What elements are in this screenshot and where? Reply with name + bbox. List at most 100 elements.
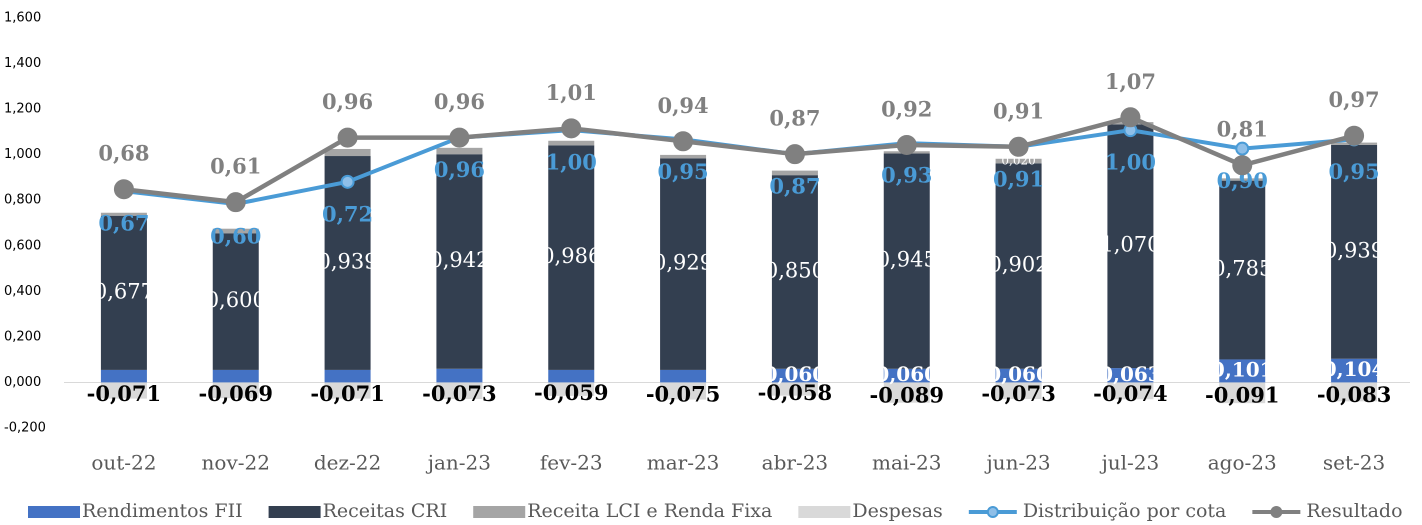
legend-swatch [473, 506, 526, 518]
bar-segment [660, 158, 707, 370]
data-label: 0,87 [769, 174, 820, 199]
data-label: 0,104 [1323, 357, 1386, 381]
data-label: 0,986 [541, 244, 601, 268]
legend-label: Resultado [1306, 500, 1402, 522]
x-tick-label: mar-23 [647, 451, 720, 475]
bar-segment [660, 369, 707, 383]
bar-segment [1331, 382, 1378, 402]
data-label: 0,97 [1329, 87, 1380, 112]
x-tick-label: jul-23 [1100, 451, 1160, 475]
data-label: 0,60 [210, 223, 261, 248]
bar-segment [212, 369, 259, 383]
bar-segment [771, 382, 818, 396]
bar-segment [436, 382, 483, 400]
y-tick-label: -0,200 [4, 421, 46, 436]
data-label: 1,07 [1105, 69, 1156, 94]
data-label: 0,902 [989, 253, 1049, 277]
line-marker [1120, 107, 1141, 128]
line [123, 128, 1355, 207]
bar-segment [100, 369, 147, 383]
bar-segment [660, 382, 707, 400]
bar-segment [212, 228, 259, 234]
legend-swatch [28, 506, 80, 518]
data-label: 0,68 [98, 141, 149, 166]
bar-segment [1219, 382, 1266, 404]
bar-segment [548, 369, 595, 383]
data-label: 0,72 [322, 201, 373, 226]
bar-segment [324, 382, 371, 399]
bar-segment [324, 369, 371, 383]
y-tick-label: 0,800 [4, 193, 41, 208]
data-label: 0,87 [769, 106, 820, 131]
line-marker [673, 131, 694, 152]
data-label: 0,81 [1217, 117, 1268, 142]
data-label: 1,00 [546, 150, 597, 175]
data-label: 0,677 [94, 279, 154, 303]
x-tick-label: fev-23 [540, 451, 603, 475]
y-tick-label: 0,600 [4, 238, 41, 253]
data-label: 0,020 [1001, 154, 1035, 168]
data-label: 0,063 [1099, 362, 1162, 386]
bar-segment [436, 154, 483, 369]
x-tick-label: nov-22 [202, 451, 270, 475]
data-label: -0,091 [1205, 383, 1279, 408]
legend-label: Rendimentos FII [82, 500, 243, 522]
line [123, 114, 1355, 205]
data-label: 0,67 [98, 211, 149, 236]
data-label: 1,00 [1105, 150, 1156, 175]
bar-segment [883, 153, 930, 369]
bar-segment [1219, 359, 1266, 383]
x-tick-label: jun-23 [984, 451, 1050, 475]
bar-segment [1107, 382, 1154, 400]
y-tick-label: 0,000 [4, 375, 41, 390]
legend-label: Despesas [852, 500, 942, 522]
data-label: -0,073 [981, 381, 1055, 406]
bar-segment [995, 382, 1042, 400]
x-tick-label: dez-22 [314, 451, 381, 475]
x-tick-label: ago-23 [1208, 451, 1277, 475]
bar-segment [1219, 180, 1266, 360]
data-label: -0,083 [1317, 382, 1391, 407]
data-label: 0,94 [658, 93, 709, 118]
data-label: 0,92 [881, 96, 932, 121]
y-tick-label: 0,400 [4, 284, 41, 299]
data-label: 0,939 [1324, 238, 1384, 262]
data-label: -0,074 [1093, 381, 1167, 406]
bar-segment [995, 368, 1042, 383]
data-label: 0,96 [434, 157, 485, 182]
bar-segment [1331, 358, 1378, 383]
bar-segment [771, 170, 818, 176]
y-tick-label: 1,400 [4, 56, 41, 71]
data-label: 0,942 [429, 248, 489, 272]
line-marker [113, 179, 134, 200]
bar-segment [100, 382, 147, 399]
data-label: -0,058 [758, 380, 832, 405]
bar-segment [771, 175, 818, 369]
legend-label: Receitas CRI [323, 500, 448, 522]
line-marker [784, 144, 805, 165]
data-label: -0,071 [310, 381, 384, 406]
legend-swatch [798, 506, 851, 518]
x-tick-label: jan-23 [426, 451, 491, 475]
line-marker [1235, 141, 1250, 156]
bar-segment [100, 212, 147, 216]
line-marker [1344, 125, 1365, 146]
data-label: -0,075 [646, 381, 720, 406]
data-label: 0,96 [434, 89, 485, 114]
bar-segment [324, 156, 371, 370]
bar-segment [100, 215, 147, 370]
data-label: 0,060 [764, 362, 827, 386]
y-tick-label: 1,000 [4, 147, 41, 162]
data-label: 0,060 [987, 362, 1050, 386]
x-tick-label: abr-23 [762, 451, 829, 475]
data-label: -0,069 [199, 381, 273, 406]
legend-swatch [986, 506, 999, 518]
data-label: 0,61 [210, 154, 261, 179]
data-label: -0,071 [87, 381, 161, 406]
bar-segment [212, 382, 259, 399]
line-marker [337, 127, 358, 148]
bar-segment [324, 148, 371, 157]
data-label: 0,939 [318, 249, 378, 273]
line-marker [225, 192, 246, 213]
